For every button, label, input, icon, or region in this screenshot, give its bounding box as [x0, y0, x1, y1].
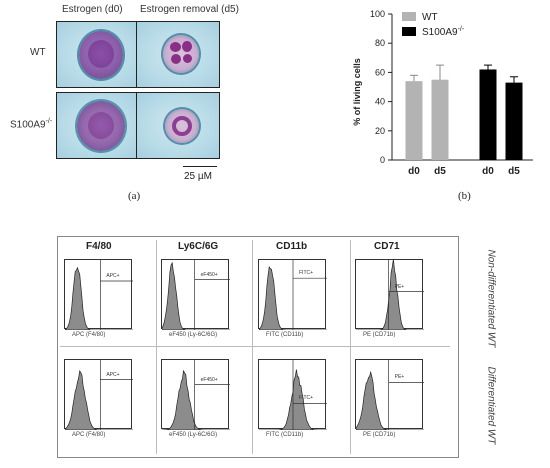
histogram-svg	[356, 360, 424, 430]
histogram-r2-c3: FITC+	[258, 359, 327, 430]
micrograph-wt-d0	[56, 21, 140, 88]
flow-panel-frame	[57, 236, 459, 458]
histogram-curve	[162, 261, 230, 330]
flow-col-header-f480: F4/80	[86, 241, 112, 252]
histogram-curve	[356, 370, 424, 430]
x-tick-labels: d0 d5 d0 d5	[408, 166, 520, 177]
gate-label: PE+	[394, 374, 405, 381]
y-tick-label: 60	[375, 67, 385, 77]
gate-label: eF450+	[200, 376, 218, 383]
panel-a-row-header-wt: WT	[30, 47, 46, 58]
x-tick-label: d5	[508, 166, 520, 177]
scale-bar	[183, 166, 217, 167]
histogram-svg	[162, 360, 230, 430]
y-tick-label: 80	[375, 38, 385, 48]
row-label-non-differentiated: Non-differentiated WT	[485, 249, 497, 348]
flow-col-header-cd11b: CD11b	[276, 241, 308, 252]
histogram-svg	[65, 260, 133, 330]
gate-label: APC+	[106, 371, 120, 378]
micrograph-ko-d5	[136, 92, 220, 159]
y-axis-title: % of living cells	[352, 58, 362, 126]
histogram-svg	[65, 360, 133, 430]
histogram-x-label: APC (F4/80)	[72, 332, 106, 338]
nucleus	[88, 112, 114, 139]
panel-b-letter: (b)	[458, 190, 471, 202]
bar-2	[479, 69, 497, 160]
gate-label: FITC+	[299, 395, 314, 402]
histogram-svg	[259, 260, 327, 330]
bars	[405, 64, 523, 160]
histogram-x-label: FITC (CD11b)	[266, 332, 304, 338]
histogram-r2-c1: APC+	[64, 359, 133, 430]
histogram-curve	[65, 266, 133, 330]
histogram-x-label: eF450 (Ly-6C/6G)	[169, 332, 218, 338]
histogram-curve	[162, 369, 230, 430]
cell-ko-d5	[165, 109, 199, 143]
legend: WT S100A9-/-	[402, 12, 465, 38]
histogram-r1-c3: FITC+	[258, 259, 327, 330]
nucleus-lobe	[183, 54, 192, 63]
y-tick-label: 0	[380, 155, 385, 165]
scale-bar-label: 25 µM	[184, 171, 212, 182]
legend-label-ko: S100A9-/-	[422, 26, 465, 38]
gate-label: eF450+	[200, 271, 218, 278]
micrograph-wt-d5	[136, 21, 220, 88]
col-separator	[252, 240, 253, 454]
histogram-curve	[65, 369, 133, 430]
row-separator	[60, 346, 450, 347]
panel-a-row-header-ko: S100A9-/-	[10, 118, 53, 131]
nucleus-lobe	[170, 42, 181, 52]
panel-a-col-header-d0: Estrogen (d0)	[62, 4, 123, 15]
histogram-r2-c2: eF450+	[161, 359, 230, 430]
micrograph-ko-d0	[56, 92, 140, 159]
x-tick-label: d5	[434, 166, 446, 177]
panel-a-letter: (a)	[128, 190, 141, 202]
histogram-curve	[259, 266, 327, 330]
row-label-differentiated: Differentiated WT	[485, 366, 497, 445]
nucleus	[88, 40, 114, 68]
y-tick-label: 20	[375, 126, 385, 136]
histogram-svg	[259, 360, 327, 430]
histogram-x-label: APC (F4/80)	[72, 432, 106, 438]
y-tick-label: 100	[370, 9, 385, 19]
histogram-x-label: PE (CD71b)	[363, 432, 396, 438]
bar-3	[505, 82, 523, 160]
nucleus-lobe	[171, 54, 181, 64]
panel-a-col-header-d5: Estrogen removal (d5)	[140, 4, 239, 15]
legend-label-wt: WT	[422, 12, 438, 23]
histogram-curve	[356, 260, 424, 330]
histogram-x-label: eF450 (Ly-6C/6G)	[169, 432, 218, 438]
histogram-x-label: PE (CD71b)	[363, 332, 396, 338]
flow-col-header-ly6c: Ly6C/6G	[178, 241, 219, 252]
gate-label: PE+	[394, 283, 405, 290]
cell-ko-d0	[77, 101, 125, 151]
x-tick-label: d0	[408, 166, 420, 177]
cell-wt-d5	[163, 35, 199, 73]
histogram-r1-c1: APC+	[64, 259, 133, 330]
x-tick-label: d0	[482, 166, 494, 177]
nucleus-ring	[172, 116, 192, 136]
histogram-r1-c2: eF450+	[161, 259, 230, 330]
histogram-r1-c4: PE+	[355, 259, 424, 330]
legend-swatch-ko	[402, 27, 416, 36]
bar-chart: % of living cells 0 20 40 60 80 100 d0 d5 d0 d5 …	[330, 0, 540, 200]
histogram-r2-c4: PE+	[355, 359, 424, 430]
y-tick-label: 40	[375, 97, 385, 107]
cell-wt-d0	[79, 31, 123, 79]
histogram-svg	[356, 260, 424, 330]
bar-1	[431, 79, 449, 160]
gate-label: FITC+	[299, 270, 314, 277]
col-separator	[350, 240, 351, 454]
nucleus-lobe	[182, 41, 192, 52]
col-separator	[156, 240, 157, 454]
histogram-x-label: FITC (CD11b)	[266, 432, 304, 438]
flow-col-header-cd71: CD71	[374, 241, 400, 252]
y-ticks: 0 20 40 60 80 100	[370, 9, 392, 165]
legend-swatch-wt	[402, 12, 416, 21]
histogram-svg	[162, 260, 230, 330]
bar-0	[405, 81, 423, 160]
gate-label: APC+	[106, 273, 120, 279]
